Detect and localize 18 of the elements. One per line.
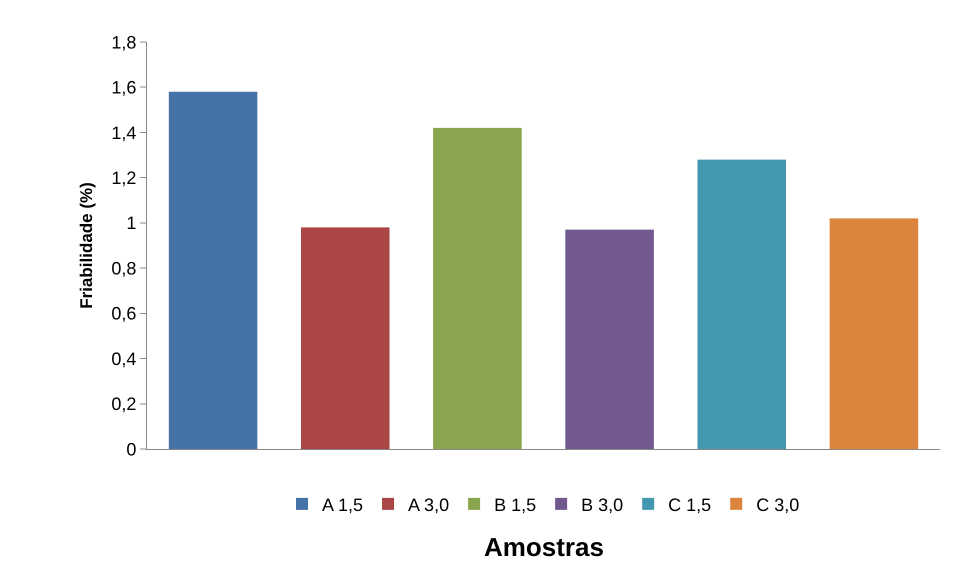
y-tick-label: 1,8 bbox=[111, 32, 136, 52]
x-axis-title: Amostras bbox=[484, 532, 604, 562]
legend-label: C 1,5 bbox=[668, 494, 712, 515]
y-tick-label: 1,2 bbox=[111, 168, 136, 188]
y-tick-label: 0,6 bbox=[111, 304, 136, 324]
y-tick-label: 1,6 bbox=[111, 78, 136, 98]
y-tick-label: 0,4 bbox=[111, 348, 136, 369]
legend-label: A 3,0 bbox=[408, 494, 450, 515]
y-tick-label: 0,2 bbox=[111, 394, 136, 414]
y-tick-label: 1,4 bbox=[111, 122, 136, 143]
y-axis-title: Friabilidade (%) bbox=[76, 182, 96, 309]
legend-label: C 3,0 bbox=[756, 494, 800, 515]
legend-label: B 1,5 bbox=[494, 494, 536, 515]
y-tick-label: 1 bbox=[126, 213, 136, 234]
legend-label: A 1,5 bbox=[322, 494, 364, 515]
y-tick-label: 0,8 bbox=[111, 258, 136, 278]
y-tick-label: 0 bbox=[126, 439, 136, 460]
legend-label: B 3,0 bbox=[581, 494, 624, 515]
